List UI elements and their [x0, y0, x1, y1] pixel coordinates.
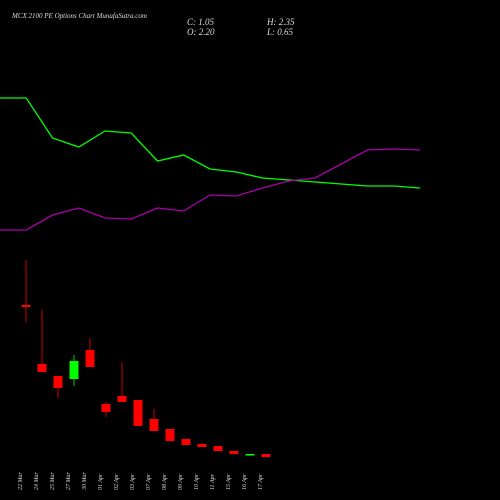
stat: C: 1.05 [187, 17, 215, 27]
candle-body [213, 446, 223, 451]
candle-body [101, 404, 111, 412]
candle-body [85, 350, 95, 367]
candle-body [149, 419, 159, 431]
x-tick-label: 30 Mar [82, 472, 88, 491]
x-tick-label: 24 Mar [33, 472, 40, 490]
x-tick-label: 11 Apr [210, 473, 216, 490]
chart-title: MCX 2100 PE Options Chart MunafaSutra.co… [11, 12, 147, 20]
x-tick-label: 09 Apr [178, 473, 184, 490]
candle-body [37, 364, 47, 372]
x-tick-label: 03 Apr [130, 473, 136, 490]
candle-body [245, 454, 255, 456]
x-tick-label: 25 Mar [50, 472, 56, 490]
x-tick-label: 17 Apr [258, 473, 264, 490]
stat: L: 0.65 [266, 27, 294, 37]
x-tick-label: 01 Apr [98, 473, 104, 490]
candle-body [117, 396, 127, 402]
stat: H: 2.35 [266, 17, 295, 27]
x-tick-label: 15 Apr [226, 473, 232, 490]
candle-body [181, 439, 191, 445]
candle-body [53, 376, 63, 388]
x-tick-label: 22 Mar [18, 472, 24, 490]
candle-body [229, 451, 239, 454]
x-tick-label: 16 Apr [242, 473, 248, 490]
x-tick-label: 07 Apr [146, 473, 152, 490]
stat: O: 2.20 [187, 27, 215, 37]
candle-body [197, 444, 207, 447]
candle-body [261, 454, 271, 457]
x-tick-label: 10 Apr [194, 473, 200, 490]
line [0, 148, 421, 231]
candle-body [133, 400, 143, 426]
line [0, 97, 421, 189]
x-tick-label: 08 Apr [162, 473, 168, 490]
x-tick-label: 27 Mar [66, 472, 72, 490]
x-tick-label: 02 Apr [114, 473, 120, 490]
candle-body [69, 361, 79, 379]
candle-body [165, 429, 175, 441]
candle-body [21, 305, 31, 307]
